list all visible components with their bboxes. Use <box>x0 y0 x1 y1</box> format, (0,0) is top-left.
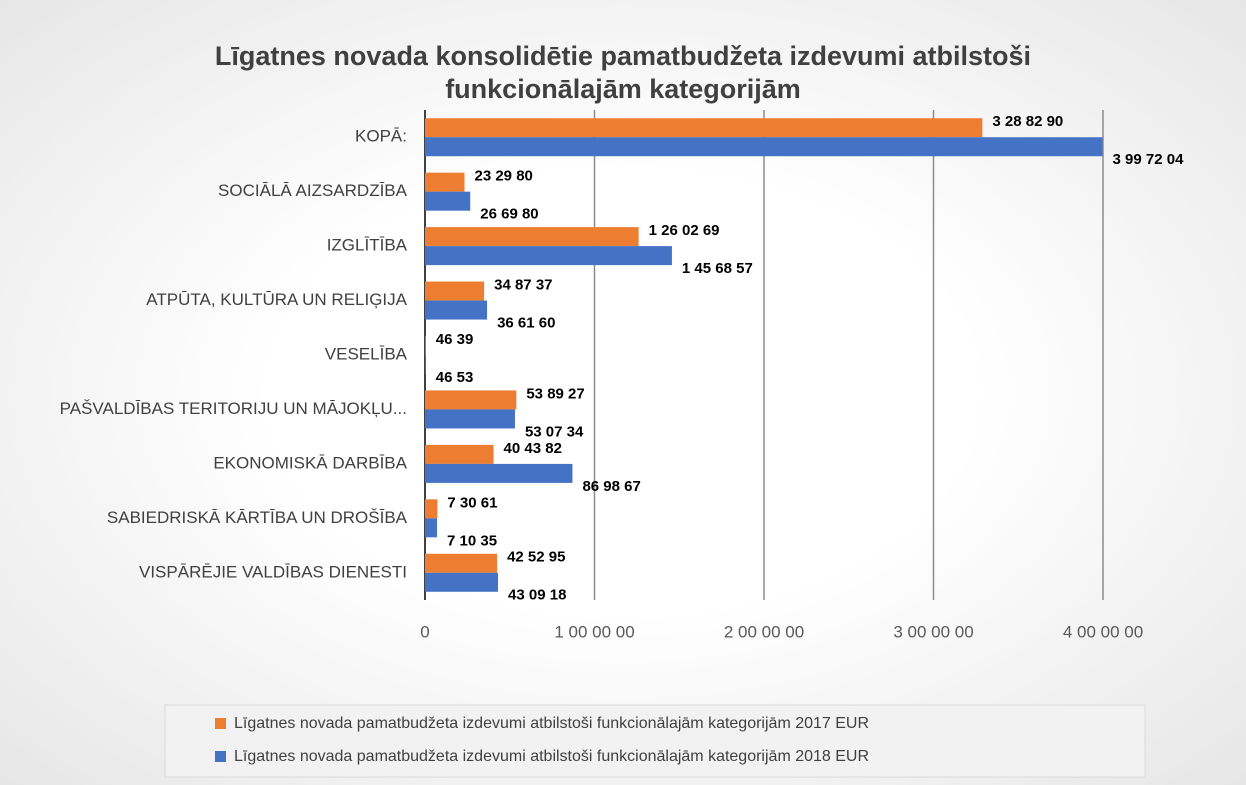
legend-label: Līgatnes novada pamatbudžeta izdevumi at… <box>234 748 869 765</box>
y-tick-label: VESELĪBA <box>325 344 408 363</box>
data-label: 43 09 18 <box>508 587 566 604</box>
data-label: 53 89 27 <box>526 385 584 402</box>
x-tick-label: 0 <box>420 622 429 641</box>
legend-label: Līgatnes novada pamatbudžeta izdevumi at… <box>234 715 869 732</box>
bar <box>425 553 498 573</box>
legend-swatch <box>215 718 226 729</box>
data-label: 7 30 61 <box>447 494 497 511</box>
bar <box>425 191 471 211</box>
bar <box>425 118 983 138</box>
x-tick-label: 3 00 00 00 <box>893 622 973 641</box>
y-tick-label: VISPĀRĒJIE VALDĪBAS DIENESTI <box>139 562 407 581</box>
bar <box>425 281 485 301</box>
chart-title: Līgatnes novada konsolidētie pamatbudžet… <box>214 41 1032 104</box>
data-label: 3 99 72 04 <box>1113 151 1185 168</box>
bar <box>425 246 672 266</box>
data-label: 40 43 82 <box>504 440 562 457</box>
y-tick-label: ATPŪTA, KULTŪRA UN RELIĢIJA <box>146 290 407 309</box>
bar <box>425 518 438 538</box>
bar <box>425 572 499 592</box>
bar <box>425 300 488 320</box>
bar <box>425 227 639 247</box>
bar <box>425 499 438 519</box>
data-label: 7 10 35 <box>447 532 497 549</box>
y-tick-label: EKONOMISKĀ DARBĪBA <box>213 453 407 472</box>
bar <box>425 390 517 410</box>
data-label: 34 87 37 <box>494 277 552 294</box>
data-label: 3 28 82 90 <box>992 113 1063 130</box>
bar <box>425 444 494 464</box>
y-tick-label: IZGLĪTĪBA <box>327 236 408 255</box>
bar <box>425 137 1103 157</box>
data-label: 86 98 67 <box>582 478 640 495</box>
data-label: 46 39 <box>436 331 474 348</box>
bar <box>425 172 465 192</box>
y-tick-label: SABIEDRISKĀ KĀRTĪBA UN DROŠĪBA <box>107 508 408 527</box>
bar <box>425 355 426 374</box>
x-tick-label: 2 00 00 00 <box>724 622 804 641</box>
y-tick-label: KOPĀ: <box>355 127 407 146</box>
y-tick-label: PAŠVALDĪBAS TERITORIJU UN MĀJOKĻU... <box>60 399 407 418</box>
data-label: 42 52 95 <box>507 549 565 566</box>
data-label: 1 45 68 57 <box>682 260 753 277</box>
data-label: 23 29 80 <box>474 168 532 185</box>
x-tick-label: 4 00 00 00 <box>1063 622 1143 641</box>
data-label: 53 07 34 <box>525 423 584 440</box>
bar <box>425 409 515 429</box>
legend-swatch <box>215 751 226 762</box>
x-tick-label: 1 00 00 00 <box>554 622 634 641</box>
bar <box>425 463 573 483</box>
bar <box>425 336 426 355</box>
data-label: 46 53 <box>436 369 474 386</box>
data-label: 1 26 02 69 <box>649 222 720 239</box>
legend-box <box>164 704 1146 778</box>
data-label: 26 69 80 <box>480 206 538 223</box>
data-label: 36 61 60 <box>497 315 555 332</box>
y-tick-label: SOCIĀLĀ AIZSARDZĪBA <box>218 181 408 200</box>
